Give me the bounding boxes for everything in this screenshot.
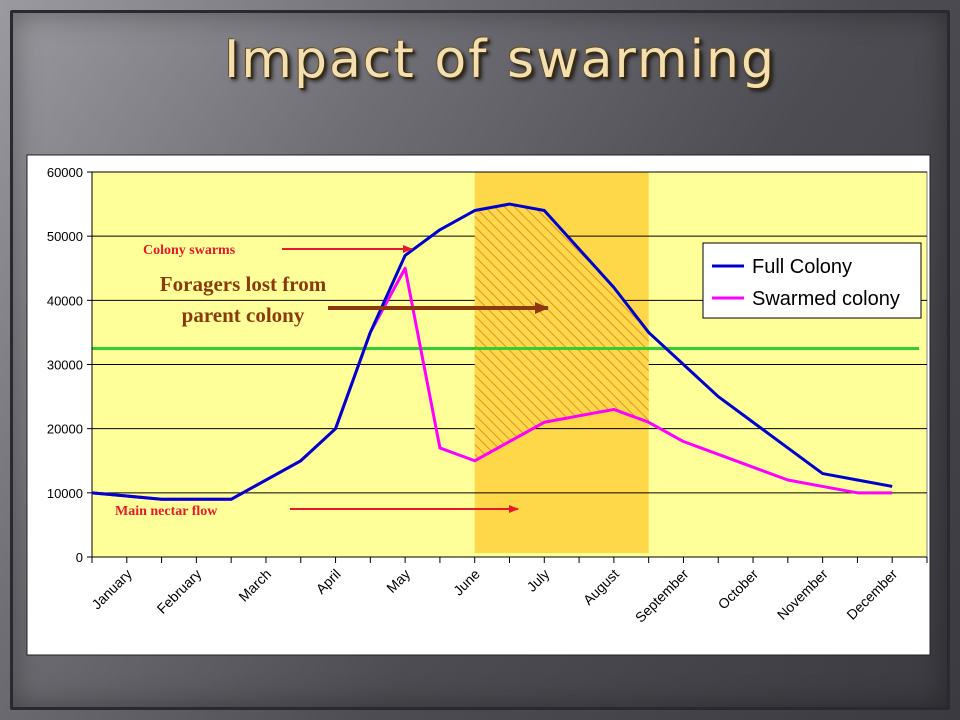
annotations: Colony swarms Foragers lost from parent … — [115, 243, 549, 519]
y-tick-label: 30000 — [47, 358, 83, 373]
series-lines — [91, 202, 893, 501]
foragers-lost-area — [474, 204, 649, 461]
foragers-lost-hatch — [474, 204, 649, 461]
legend-label-full-colony: Full Colony — [752, 256, 852, 278]
y-tick-label: 60000 — [47, 165, 83, 180]
legend-box — [702, 242, 922, 319]
y-tick-label: 10000 — [47, 486, 83, 501]
slide-frame — [10, 10, 950, 710]
annotation-colony-swarms: Colony swarms — [143, 243, 236, 258]
legend: Full Colony Swarmed colony — [702, 242, 922, 319]
slide-title: Impact of swarming — [223, 30, 777, 90]
legend-label-swarmed-colony: Swarmed colony — [752, 288, 900, 310]
y-tick-label: 20000 — [47, 422, 83, 437]
y-tick-label: 50000 — [47, 229, 83, 244]
annotation-foragers-lost-line1: Foragers lost from — [160, 272, 327, 296]
annotation-foragers-lost-line2: parent colony — [182, 303, 305, 327]
annotation-main-nectar-flow: Main nectar flow — [115, 504, 218, 519]
series-line-full-colony — [91, 202, 893, 501]
y-tick-label: 40000 — [47, 293, 83, 308]
y-tick-label: 0 — [76, 550, 83, 565]
